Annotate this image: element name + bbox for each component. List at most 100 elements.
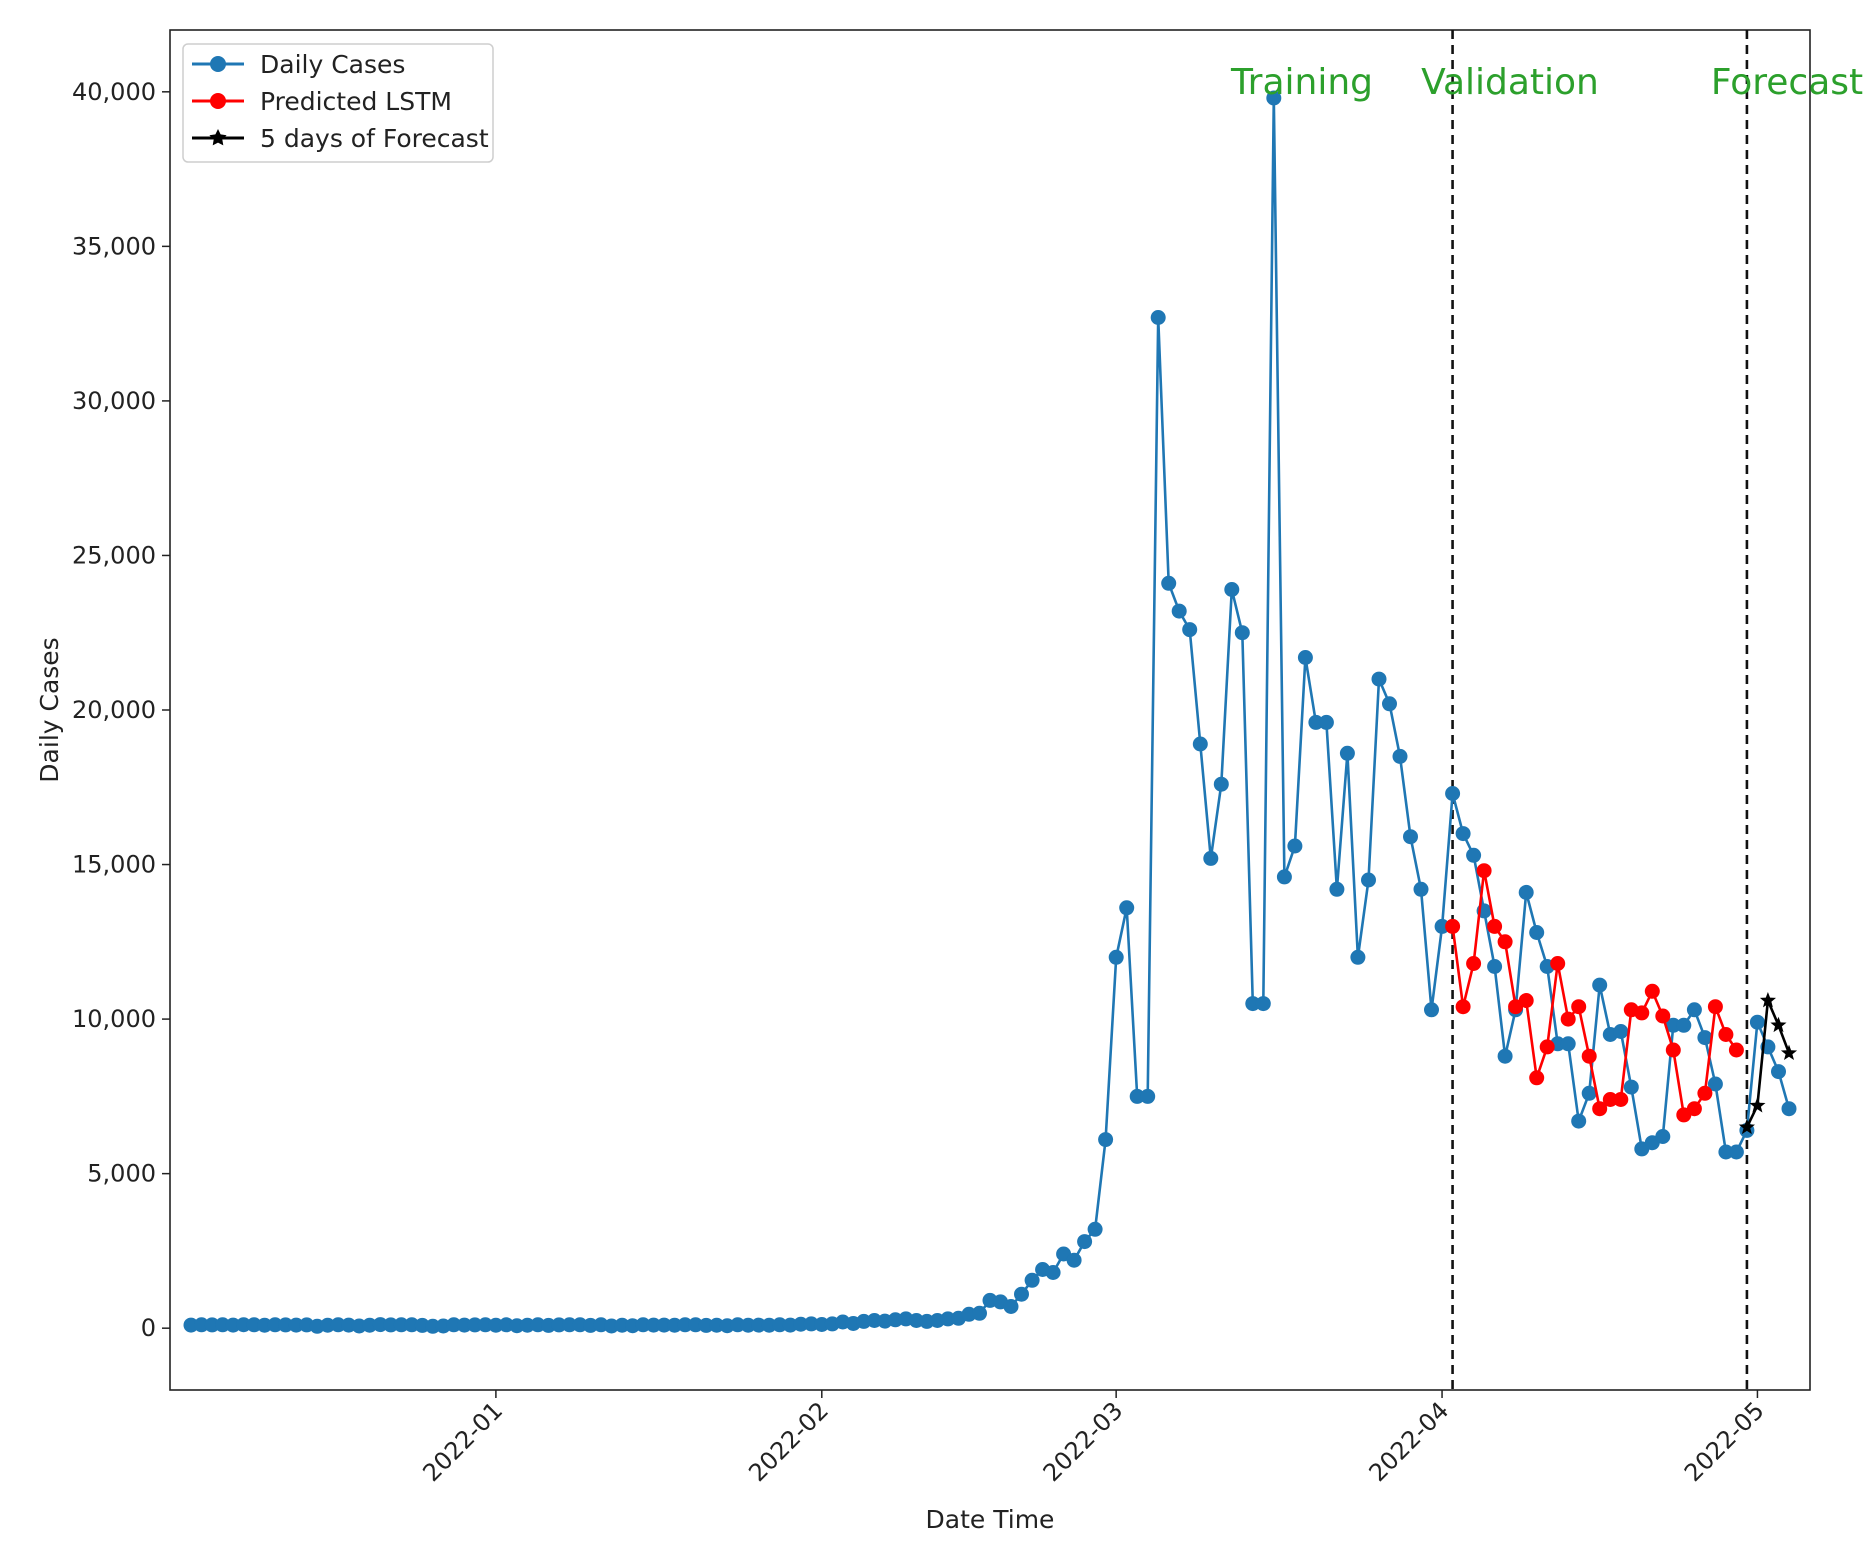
data-point: [383, 1317, 399, 1333]
data-point: [1581, 1085, 1597, 1101]
data-point: [1770, 1016, 1787, 1033]
data-point: [1276, 869, 1292, 885]
data-point: [698, 1317, 714, 1333]
data-point: [1266, 90, 1282, 106]
data-point: [1466, 847, 1482, 863]
data-point: [1140, 1088, 1156, 1104]
data-point: [467, 1317, 483, 1333]
data-point: [1749, 1097, 1766, 1113]
data-point: [1308, 714, 1324, 730]
data-point: [1707, 1076, 1723, 1092]
data-point: [740, 1317, 756, 1333]
data-point: [1571, 999, 1587, 1015]
data-point: [215, 1317, 231, 1333]
data-point: [288, 1317, 304, 1333]
data-point: [194, 1317, 209, 1333]
data-point: [1655, 1129, 1671, 1144]
data-point: [1718, 1027, 1734, 1042]
y-tick-label: 25,000: [72, 541, 156, 569]
y-tick-label: 20,000: [72, 696, 156, 724]
data-point: [1476, 863, 1492, 879]
data-point: [225, 1317, 241, 1333]
data-point: [1676, 1017, 1692, 1033]
data-point: [1560, 1011, 1576, 1027]
data-point: [1592, 977, 1608, 993]
data-point: [1129, 1088, 1145, 1104]
data-point: [1024, 1272, 1040, 1288]
data-point: [772, 1317, 788, 1333]
data-point: [1665, 1042, 1681, 1058]
data-point: [372, 1317, 388, 1333]
data-point: [1098, 1132, 1114, 1148]
phase-label-training: Training: [1230, 62, 1373, 103]
data-point: [1150, 310, 1166, 325]
data-point: [267, 1317, 283, 1333]
data-point: [1738, 1118, 1755, 1135]
data-point: [793, 1316, 809, 1332]
data-point: [446, 1317, 462, 1333]
x-tick-label: 2022-04: [1364, 1396, 1455, 1487]
legend-label-forecast: 5 days of Forecast: [260, 124, 489, 153]
x-tick-label: 2022-01: [417, 1396, 508, 1487]
series-layer: [183, 90, 1798, 1334]
data-point: [972, 1305, 987, 1321]
y-axis: 0 5,000 10,000 15,000 20,000 25,000 30,000 35,0…: [72, 78, 170, 1342]
phase-label-forecast: Forecast: [1711, 62, 1863, 103]
data-point: [1350, 949, 1366, 965]
data-point: [1550, 956, 1566, 971]
data-point: [1634, 1005, 1650, 1021]
data-point: [1749, 1014, 1765, 1030]
legend-entry-forecast: 5 days of Forecast: [192, 124, 489, 153]
y-tick-label: 10,000: [72, 1005, 156, 1033]
data-point: [1003, 1299, 1019, 1314]
data-point: [1780, 1044, 1798, 1060]
data-point: [477, 1317, 493, 1333]
data-point: [362, 1317, 378, 1333]
data-point: [1560, 1036, 1576, 1052]
data-point: [667, 1317, 683, 1333]
data-point: [1108, 949, 1124, 965]
data-point: [393, 1317, 409, 1333]
data-point: [1066, 1252, 1082, 1268]
data-point: [761, 1317, 777, 1333]
data-point: [183, 1317, 199, 1333]
data-point: [1655, 1008, 1671, 1024]
data-point: [488, 1317, 504, 1333]
phase-label-validation: Validation: [1421, 62, 1599, 103]
data-point: [1382, 696, 1397, 712]
data-point: [1518, 884, 1534, 900]
data-point: [1171, 603, 1187, 619]
series-daily-cases: [183, 90, 1797, 1334]
data-point: [1686, 1002, 1702, 1018]
legend-marker-predicted-lstm: [210, 93, 226, 109]
x-tick-label: 2022-05: [1679, 1396, 1770, 1487]
data-point: [1413, 881, 1429, 897]
data-point: [551, 1317, 567, 1333]
data-point: [257, 1317, 273, 1333]
data-point: [730, 1317, 746, 1333]
data-point: [1297, 650, 1313, 665]
data-point: [1728, 1144, 1744, 1160]
data-point: [1539, 1039, 1555, 1055]
data-point: [1182, 622, 1198, 638]
data-point: [1403, 829, 1418, 845]
data-point: [1224, 582, 1240, 597]
split-lines: [1451, 30, 1749, 1390]
data-point: [1087, 1221, 1103, 1237]
data-point: [688, 1317, 704, 1333]
data-point: [1361, 872, 1376, 888]
data-point: [1455, 999, 1471, 1015]
data-point: [940, 1311, 956, 1327]
data-point: [456, 1317, 472, 1333]
data-point: [1434, 918, 1450, 934]
data-point: [1014, 1286, 1029, 1302]
data-point: [1581, 1048, 1597, 1064]
data-point: [1455, 826, 1471, 842]
data-point: [1602, 1092, 1618, 1107]
data-point: [1287, 838, 1303, 854]
data-point: [1339, 745, 1355, 761]
data-point: [677, 1317, 693, 1333]
data-point: [1644, 983, 1660, 999]
data-point: [1613, 1024, 1629, 1039]
data-point: [646, 1317, 662, 1333]
